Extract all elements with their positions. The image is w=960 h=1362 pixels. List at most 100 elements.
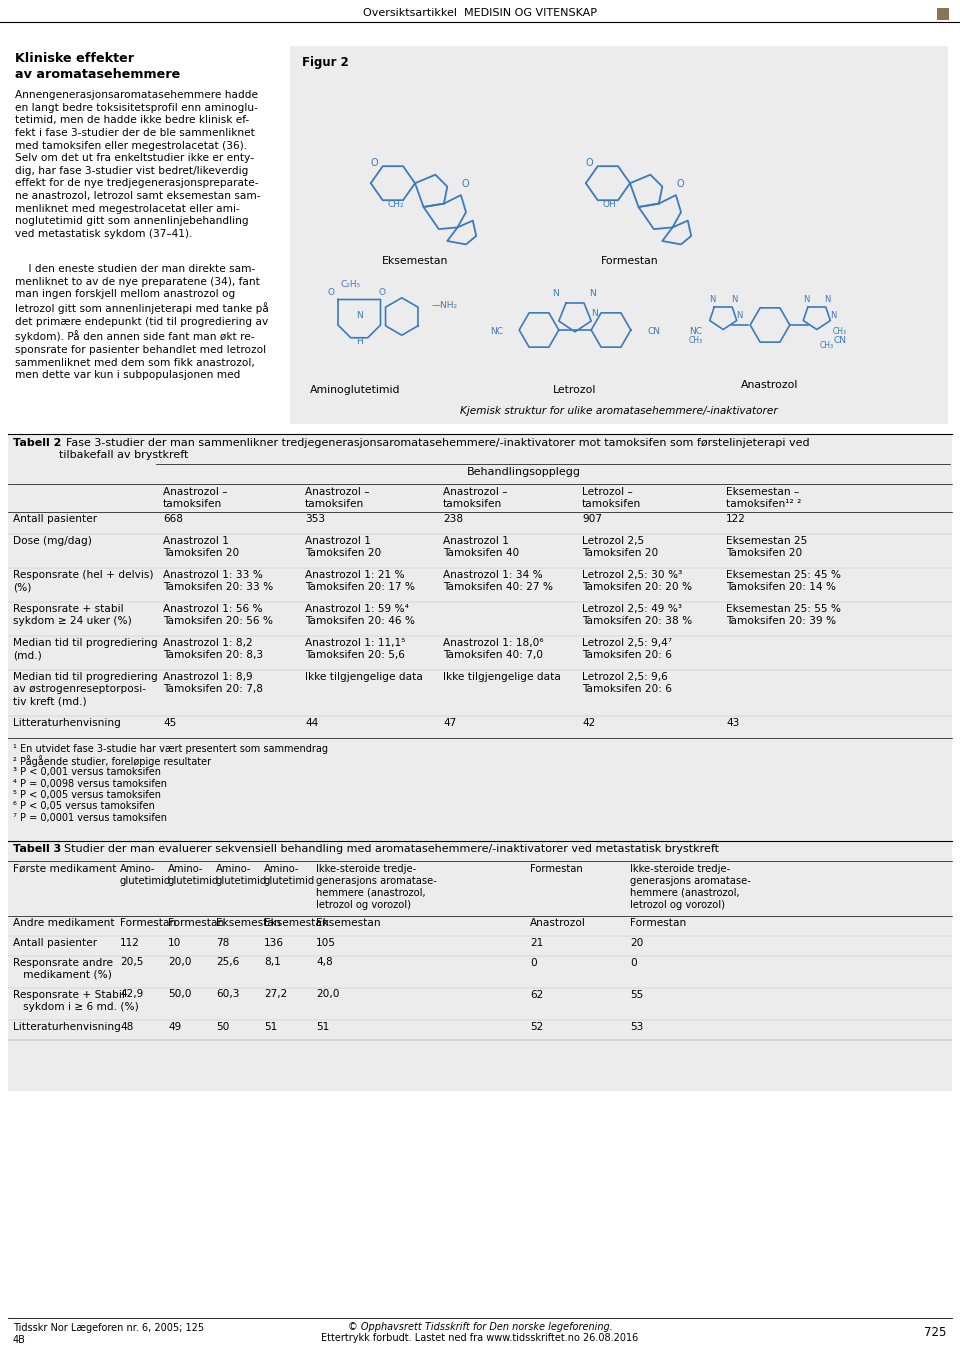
Text: CH₃: CH₃: [820, 340, 833, 350]
Text: Eksemestan 25: 45 %
Tamoksifen 20: 14 %: Eksemestan 25: 45 % Tamoksifen 20: 14 %: [726, 571, 841, 592]
Text: 53: 53: [630, 1022, 643, 1031]
Text: 50: 50: [216, 1022, 229, 1031]
Text: 51: 51: [316, 1022, 329, 1031]
Text: 907: 907: [582, 513, 602, 524]
Text: Anastrozol 1: 18,0⁶
Tamoksifen 40: 7,0: Anastrozol 1: 18,0⁶ Tamoksifen 40: 7,0: [443, 637, 543, 661]
Text: —NH₂: —NH₂: [431, 301, 458, 311]
Text: N: N: [803, 294, 809, 304]
Text: Anastrozol –
tamoksifen: Anastrozol – tamoksifen: [305, 488, 370, 509]
Text: Eksemestan –
tamoksifen¹² ²: Eksemestan – tamoksifen¹² ²: [726, 488, 802, 509]
Text: N: N: [552, 289, 559, 298]
Text: Antall pasienter: Antall pasienter: [13, 937, 97, 948]
Text: Anastrozol 1: 34 %
Tamoksifen 40: 27 %: Anastrozol 1: 34 % Tamoksifen 40: 27 %: [443, 571, 553, 592]
Text: 8,1: 8,1: [264, 957, 280, 967]
Text: Median tid til progrediering
(md.): Median tid til progrediering (md.): [13, 637, 157, 661]
Text: Ikke tilgjengelige data: Ikke tilgjengelige data: [305, 671, 422, 682]
Text: Behandlingsopplegg: Behandlingsopplegg: [467, 467, 581, 477]
Text: Litteraturhenvisning: Litteraturhenvisning: [13, 718, 121, 729]
Text: N: N: [591, 309, 598, 317]
Text: 122: 122: [726, 513, 746, 524]
Text: ⁷ P = 0,0001 versus tamoksifen: ⁷ P = 0,0001 versus tamoksifen: [13, 813, 167, 823]
Text: ⁴ P = 0,0098 versus tamoksifen: ⁴ P = 0,0098 versus tamoksifen: [13, 779, 167, 789]
Text: Ikke tilgjengelige data: Ikke tilgjengelige data: [443, 671, 561, 682]
Text: Formestan: Formestan: [168, 918, 225, 928]
Text: Anastrozol 1: 11,1⁵
Tamoksifen 20: 5,6: Anastrozol 1: 11,1⁵ Tamoksifen 20: 5,6: [305, 637, 405, 661]
Text: CH₃: CH₃: [833, 327, 847, 336]
Text: ³ P < 0,001 versus tamoksifen: ³ P < 0,001 versus tamoksifen: [13, 767, 161, 776]
Text: O: O: [462, 178, 469, 188]
Text: ² Pågående studier, foreløpige resultater: ² Pågående studier, foreløpige resultate…: [13, 756, 211, 767]
Text: Amino-
glutetimid: Amino- glutetimid: [120, 864, 171, 885]
Text: Aminoglutetimid: Aminoglutetimid: [310, 385, 400, 395]
Text: Første medikament: Første medikament: [13, 864, 116, 873]
Text: C₂H₅: C₂H₅: [341, 279, 361, 289]
Text: N: N: [829, 311, 836, 320]
Bar: [8, 840, 952, 1091]
Text: 353: 353: [305, 513, 325, 524]
Text: Anastrozol 1
Tamoksifen 40: Anastrozol 1 Tamoksifen 40: [443, 537, 519, 558]
Text: Tabell 3: Tabell 3: [13, 844, 61, 854]
Text: Anastrozol: Anastrozol: [530, 918, 586, 928]
Text: Andre medikament: Andre medikament: [13, 918, 114, 928]
Text: O: O: [327, 289, 335, 297]
Text: 44: 44: [305, 718, 319, 729]
Text: N: N: [709, 294, 715, 304]
Text: Anastrozol 1: 59 %⁴
Tamoksifen 20: 46 %: Anastrozol 1: 59 %⁴ Tamoksifen 20: 46 %: [305, 603, 415, 627]
Text: 10: 10: [168, 937, 181, 948]
Text: Kjemisk struktur for ulike aromatasehemmere/-inaktivatorer: Kjemisk struktur for ulike aromatasehemm…: [460, 406, 778, 415]
Text: Amino-
glutetimid: Amino- glutetimid: [264, 864, 315, 885]
Text: 27,2: 27,2: [264, 990, 287, 1000]
Text: Letrozol 2,5: 49 %³
Tamoksifen 20: 38 %: Letrozol 2,5: 49 %³ Tamoksifen 20: 38 %: [582, 603, 692, 627]
Text: Anastrozol 1: 8,9
Tamoksifen 20: 7,8: Anastrozol 1: 8,9 Tamoksifen 20: 7,8: [163, 671, 263, 695]
Text: 238: 238: [443, 513, 463, 524]
Text: Eksemestan: Eksemestan: [216, 918, 280, 928]
Text: Anastrozol 1: 8,2
Tamoksifen 20: 8,3: Anastrozol 1: 8,2 Tamoksifen 20: 8,3: [163, 637, 263, 661]
Text: 60,3: 60,3: [216, 990, 239, 1000]
Bar: [8, 434, 952, 864]
Text: Eksemestan: Eksemestan: [382, 256, 448, 266]
Text: Figur 2: Figur 2: [302, 56, 348, 69]
Text: Ikke-steroide tredje-
generasjons aromatase-
hemmere (anastrozol,
letrozol og vo: Ikke-steroide tredje- generasjons aromat…: [630, 864, 751, 910]
Text: Responsrate (hel + delvis)
(%): Responsrate (hel + delvis) (%): [13, 571, 154, 592]
Text: Anastrozol 1: 56 %
Tamoksifen 20: 56 %: Anastrozol 1: 56 % Tamoksifen 20: 56 %: [163, 603, 273, 627]
Text: 51: 51: [264, 1022, 277, 1031]
Text: 20,0: 20,0: [316, 990, 340, 1000]
Text: 62: 62: [530, 990, 543, 1000]
Text: Anastrozol –
tamoksifen: Anastrozol – tamoksifen: [443, 488, 508, 509]
Text: 25,6: 25,6: [216, 957, 239, 967]
Text: ¹ En utvidet fase 3-studie har vært presentert som sammendrag: ¹ En utvidet fase 3-studie har vært pres…: [13, 744, 328, 755]
Text: Annengenerasjonsaromatasehemmere hadde
en langt bedre toksisitetsprofil enn amin: Annengenerasjonsaromatasehemmere hadde e…: [15, 90, 260, 240]
Text: Eksemestan 25: 55 %
Tamoksifen 20: 39 %: Eksemestan 25: 55 % Tamoksifen 20: 39 %: [726, 603, 841, 627]
Text: Letrozol 2,5
Tamoksifen 20: Letrozol 2,5 Tamoksifen 20: [582, 537, 659, 558]
Text: Formestan: Formestan: [601, 256, 659, 266]
Text: Letrozol 2,5: 9,4⁷
Tamoksifen 20: 6: Letrozol 2,5: 9,4⁷ Tamoksifen 20: 6: [582, 637, 672, 661]
Text: Oversiktsartikkel  MEDISIN OG VITENSKAP: Oversiktsartikkel MEDISIN OG VITENSKAP: [363, 8, 597, 18]
Text: 136: 136: [264, 937, 284, 948]
Text: CH₃: CH₃: [689, 336, 703, 345]
Text: 20,5: 20,5: [120, 957, 143, 967]
Text: Anastrozol –
tamoksifen: Anastrozol – tamoksifen: [163, 488, 228, 509]
Text: CN: CN: [647, 327, 660, 336]
Text: O: O: [371, 158, 378, 168]
Bar: [937, 8, 949, 20]
Text: Anastrozol 1
Tamoksifen 20: Anastrozol 1 Tamoksifen 20: [305, 537, 381, 558]
Text: N: N: [589, 289, 596, 298]
Text: Anastrozol 1: 21 %
Tamoksifen 20: 17 %: Anastrozol 1: 21 % Tamoksifen 20: 17 %: [305, 571, 415, 592]
Text: 0: 0: [530, 957, 537, 967]
Text: 4B: 4B: [13, 1335, 26, 1346]
Text: Antall pasienter: Antall pasienter: [13, 513, 97, 524]
Text: NC: NC: [490, 327, 503, 336]
Text: Eksemestan 25
Tamoksifen 20: Eksemestan 25 Tamoksifen 20: [726, 537, 807, 558]
Text: I den eneste studien der man direkte sam-
menliknet to av de nye preparatene (34: I den eneste studien der man direkte sam…: [15, 264, 269, 380]
Text: Tidsskr Nor Lægeforen nr. 6, 2005; 125: Tidsskr Nor Lægeforen nr. 6, 2005; 125: [13, 1323, 204, 1333]
Text: Median tid til progrediering
av østrogenreseptorposi-
tiv kreft (md.): Median tid til progrediering av østrogen…: [13, 671, 157, 707]
Text: Ikke-steroide tredje-
generasjons aromatase-
hemmere (anastrozol,
letrozol og vo: Ikke-steroide tredje- generasjons aromat…: [316, 864, 437, 910]
Text: Dose (mg/dag): Dose (mg/dag): [13, 537, 92, 546]
Text: Eksemestan: Eksemestan: [316, 918, 380, 928]
Text: 4,8: 4,8: [316, 957, 333, 967]
Text: © Opphavsrett Tidsskrift for Den norske legeforening.: © Opphavsrett Tidsskrift for Den norske …: [348, 1323, 612, 1332]
Text: Responsrate + Stabil
   sykdom i ≥ 6 md. (%): Responsrate + Stabil sykdom i ≥ 6 md. (%…: [13, 990, 139, 1012]
Text: 42,9: 42,9: [120, 990, 143, 1000]
Text: 45: 45: [163, 718, 177, 729]
Text: 112: 112: [120, 937, 140, 948]
